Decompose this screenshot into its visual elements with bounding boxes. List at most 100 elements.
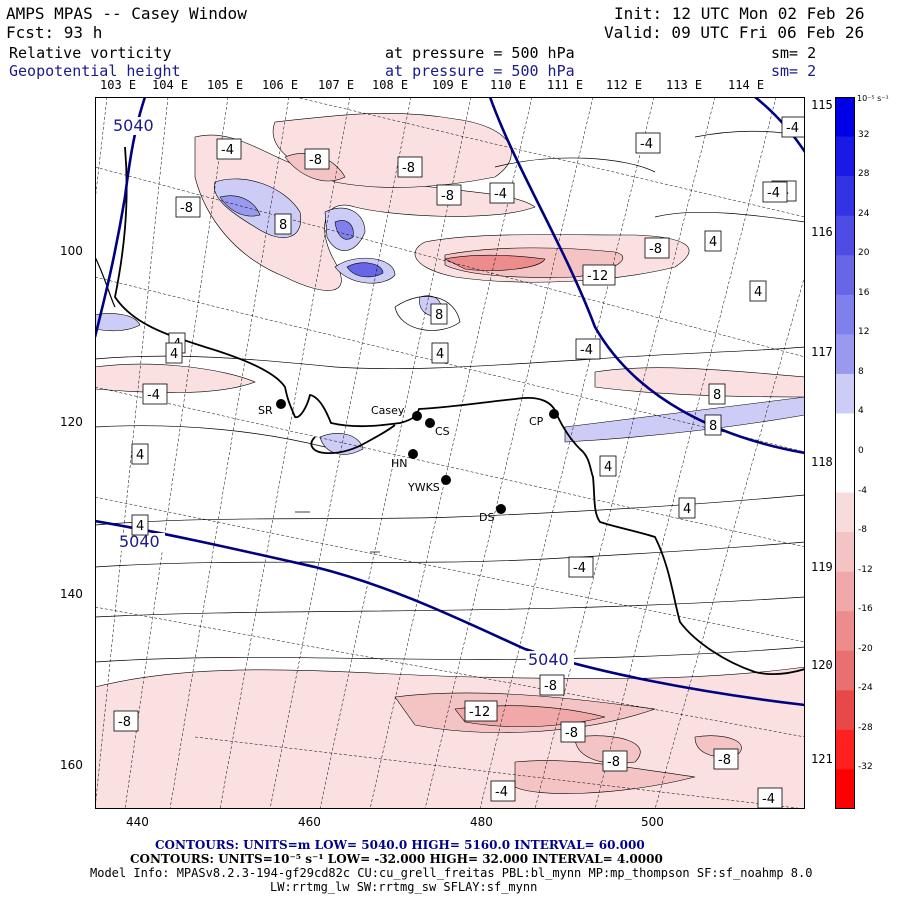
station-dot-hn xyxy=(408,449,418,459)
vorticity-label: -8 xyxy=(544,679,557,694)
colorbar-label: 0 xyxy=(858,446,864,456)
vorticity-label: -4 xyxy=(573,561,586,576)
vorticity-label-box xyxy=(704,414,722,436)
coastline xyxy=(114,146,805,675)
vorticity-label: -8 xyxy=(565,726,578,741)
field1-smoothing: sm= 2 xyxy=(771,44,817,62)
y-tick-label: 160 xyxy=(60,758,83,772)
vorticity-label-box xyxy=(602,750,628,772)
colorbar-label: 32 xyxy=(858,129,870,140)
vorticity-label: -4 xyxy=(495,785,508,800)
colorbar-label: -32 xyxy=(858,762,873,773)
height-label-bg xyxy=(111,117,159,135)
vorticity-label: 4 xyxy=(709,235,717,250)
station-dot-cs xyxy=(425,418,435,428)
colorbar-swatch xyxy=(835,532,855,573)
vorticity-label: -12 xyxy=(587,269,608,284)
lon-top-label: 103 E xyxy=(100,78,137,92)
station-label-sr: SR xyxy=(258,404,273,417)
vorticity-label-box xyxy=(704,230,722,252)
vorticity-label: -8 xyxy=(309,153,322,168)
vorticity-label: 8 xyxy=(709,419,717,434)
vorticity-label: -8 xyxy=(441,189,454,204)
station-label-cs: CS xyxy=(435,425,450,438)
field2-name: Geopotential height xyxy=(9,62,181,80)
vorticity-label: -8 xyxy=(118,715,131,730)
colorbar-swatch xyxy=(835,690,855,731)
vorticity-label: 8 xyxy=(713,388,721,403)
colorbar-label: -12 xyxy=(858,564,873,575)
field2-level: at pressure = 500 hPa xyxy=(385,62,575,80)
vorticity-label-box xyxy=(575,338,601,360)
height-label-layer: 5040 5040 5040 xyxy=(111,116,574,669)
vorticity-label-box xyxy=(216,138,242,160)
vorticity-label: -8 xyxy=(718,753,731,768)
vorticity-label: 4 xyxy=(604,460,612,475)
vorticity-label-box xyxy=(762,181,788,203)
height-label-bg xyxy=(526,651,574,669)
lon-top-label: 106 E xyxy=(262,78,299,92)
colorbar-swatch xyxy=(835,453,855,494)
vorticity-label: -8 xyxy=(649,242,662,257)
vorticity-label-box xyxy=(490,780,516,802)
vorticity-label-box xyxy=(708,383,726,405)
lon-top-label: 107 E xyxy=(318,78,355,92)
stations-layer xyxy=(276,399,559,514)
coast-inlet xyxy=(310,424,396,455)
height-label: 5040 xyxy=(113,116,154,135)
colorbar-swatch xyxy=(835,176,855,217)
height-label: 5040 xyxy=(528,650,569,669)
vorticity-label: -4 xyxy=(580,343,593,358)
vorticity-positive-fill xyxy=(95,178,805,455)
vorticity-label-box xyxy=(436,184,462,206)
lon-top-label: 109 E xyxy=(432,78,469,92)
colorbar-unit: 10⁻⁵ s⁻¹ xyxy=(857,94,889,103)
lon-top-label: 105 E xyxy=(207,78,244,92)
vorticity-label-box xyxy=(274,213,292,235)
vorticity-label: 4 xyxy=(436,347,444,362)
station-dot-casey xyxy=(412,411,422,421)
vorticity-label: 4 xyxy=(683,502,691,517)
colorbar-swatch xyxy=(835,650,855,691)
colorbar-label: 4 xyxy=(858,406,864,417)
colorbar xyxy=(835,97,855,809)
vorticity-label-box xyxy=(635,132,661,154)
vorticity-label: -4 xyxy=(221,143,234,158)
colorbar-swatch xyxy=(835,492,855,533)
field1-level: at pressure = 500 hPa xyxy=(385,44,575,62)
colorbar-swatch xyxy=(835,571,855,612)
station-label-hn: HN xyxy=(391,457,408,470)
vorticity-label-box xyxy=(713,748,739,770)
map-panel: SR Casey CS CP HN YWKS DS 5040 5040 5040 -4 -8 -8 -… xyxy=(95,97,805,809)
vorticity-label: 8 xyxy=(279,218,287,233)
footer-model-info: Model Info: MPASv8.2.3-194-gf29cd82c CU:… xyxy=(90,866,813,880)
colorbar-label: -16 xyxy=(858,604,873,615)
vorticity-label-box xyxy=(489,182,515,204)
x-tick-label: 460 xyxy=(298,815,321,829)
station-dot-sr xyxy=(276,399,286,409)
vorticity-label: 4 xyxy=(754,285,762,300)
vorticity-label: -4 xyxy=(767,186,780,201)
vorticity-label-box xyxy=(165,342,183,364)
vorticity-label-box xyxy=(781,116,805,138)
footer-model-info-2: LW:rrtmg_lw SW:rrtmg_sw SFLAY:sf_mynn xyxy=(270,880,538,894)
station-dot-cp xyxy=(549,409,559,419)
vorticity-label-box xyxy=(304,148,330,170)
colorbar-label: -4 xyxy=(858,485,867,496)
colorbar-swatch xyxy=(835,255,855,296)
colorbar-label: -20 xyxy=(858,643,873,654)
station-dot-ywks xyxy=(441,475,451,485)
vorticity-label-box xyxy=(582,264,616,286)
vorticity-label-box xyxy=(560,721,586,743)
lon-top-label: 108 E xyxy=(372,78,409,92)
colorbar-swatch xyxy=(835,611,855,652)
vorticity-label-box xyxy=(131,514,149,536)
height-label-bg xyxy=(117,533,165,551)
lon-top-label: 114 E xyxy=(728,78,765,92)
colorbar-outline xyxy=(835,97,855,809)
vorticity-label: -8 xyxy=(402,161,415,176)
vorticity-label: -12 xyxy=(469,705,490,720)
x-tick-label: 500 xyxy=(641,815,664,829)
y-tick-label: 100 xyxy=(60,244,83,258)
forecast-hour: Fcst: 93 h xyxy=(6,23,103,42)
